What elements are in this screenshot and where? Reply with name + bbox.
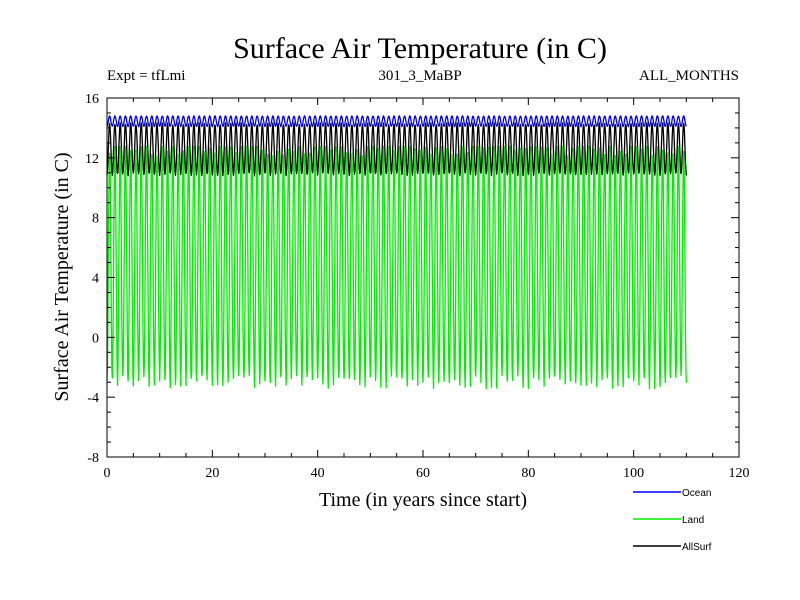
x-tick-label: 60 — [416, 466, 430, 481]
y-tick-label: -4 — [87, 391, 99, 406]
x-tick-label: 20 — [205, 466, 219, 481]
x-tick-label: 100 — [623, 466, 644, 481]
y-tick-label: -8 — [87, 451, 99, 466]
legend: Ocean Land AllSurf — [633, 488, 712, 553]
x-tick-label: 120 — [729, 466, 750, 481]
series-line-land — [106, 145, 687, 390]
y-tick-label: 8 — [92, 212, 99, 227]
axis-ticks: 0 20 40 60 80 100 120 -8 -4 0 4 8 12 16 — [85, 92, 750, 481]
series-line-ocean — [106, 115, 687, 128]
y-tick-label: 4 — [92, 272, 99, 287]
plot-frame — [106, 97, 740, 458]
y-axis-label: Surface Air Temperature (in C) — [51, 152, 73, 401]
legend-label-land: Land — [682, 515, 704, 526]
plot-area — [106, 115, 687, 390]
legend-label-allsurf: AllSurf — [682, 542, 712, 553]
x-axis-label: Time (in years since start) — [319, 489, 527, 511]
y-tick-label: 16 — [85, 92, 99, 107]
legend-label-ocean: Ocean — [682, 488, 711, 499]
x-tick-label: 80 — [521, 466, 535, 481]
months-label: ALL_MONTHS — [639, 68, 739, 84]
y-tick-label: 12 — [85, 152, 99, 167]
x-tick-label: 0 — [104, 466, 111, 481]
series-line-allsurf — [106, 122, 687, 177]
x-tick-label: 40 — [311, 466, 325, 481]
experiment-label: Expt = tfLmi — [107, 68, 185, 84]
run-label: 301_3_MaBP — [378, 68, 461, 84]
chart-title: Surface Air Temperature (in C) — [233, 32, 607, 65]
y-tick-label: 0 — [92, 331, 99, 346]
